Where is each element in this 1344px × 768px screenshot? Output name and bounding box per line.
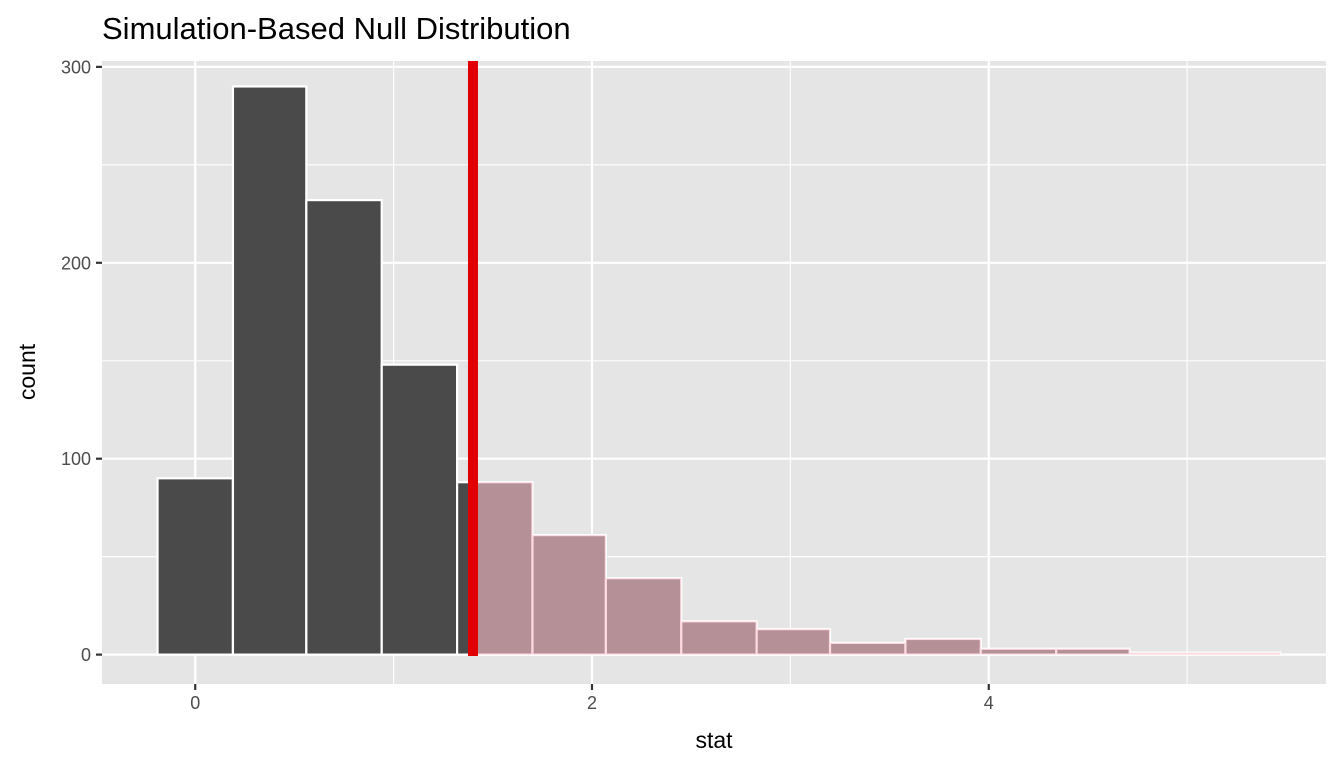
- shaded-bar: [605, 578, 682, 655]
- shaded-bar: [1129, 652, 1205, 655]
- histogram-bar: [231, 85, 308, 656]
- shaded-bar: [905, 638, 981, 655]
- y-tick-label: 300: [61, 57, 91, 77]
- chart-title: Simulation-Based Null Distribution: [102, 11, 571, 46]
- shaded-bar: [980, 648, 1057, 655]
- shaded-bar: [1056, 648, 1130, 655]
- y-axis: 0 100 200 300: [61, 57, 102, 665]
- histogram-bar: [380, 363, 459, 656]
- shaded-region: [472, 482, 1281, 655]
- histogram-bar: [305, 198, 383, 656]
- x-tick-label: 0: [190, 693, 200, 713]
- histogram-bar: [156, 477, 235, 656]
- shaded-bar: [756, 629, 831, 655]
- shaded-bar: [1204, 652, 1281, 655]
- x-tick-label: 2: [587, 693, 597, 713]
- y-tick-label: 200: [61, 253, 91, 273]
- shaded-bar: [830, 642, 906, 655]
- x-axis-title: stat: [695, 727, 733, 753]
- shaded-bar: [681, 621, 757, 655]
- x-axis: 0 2 4: [190, 684, 994, 713]
- shaded-bar: [472, 482, 533, 655]
- y-tick-label: 100: [61, 449, 91, 469]
- shaded-bar: [532, 535, 606, 655]
- x-tick-label: 4: [984, 693, 994, 713]
- y-axis-title: count: [14, 343, 40, 400]
- y-tick-label: 0: [81, 645, 91, 665]
